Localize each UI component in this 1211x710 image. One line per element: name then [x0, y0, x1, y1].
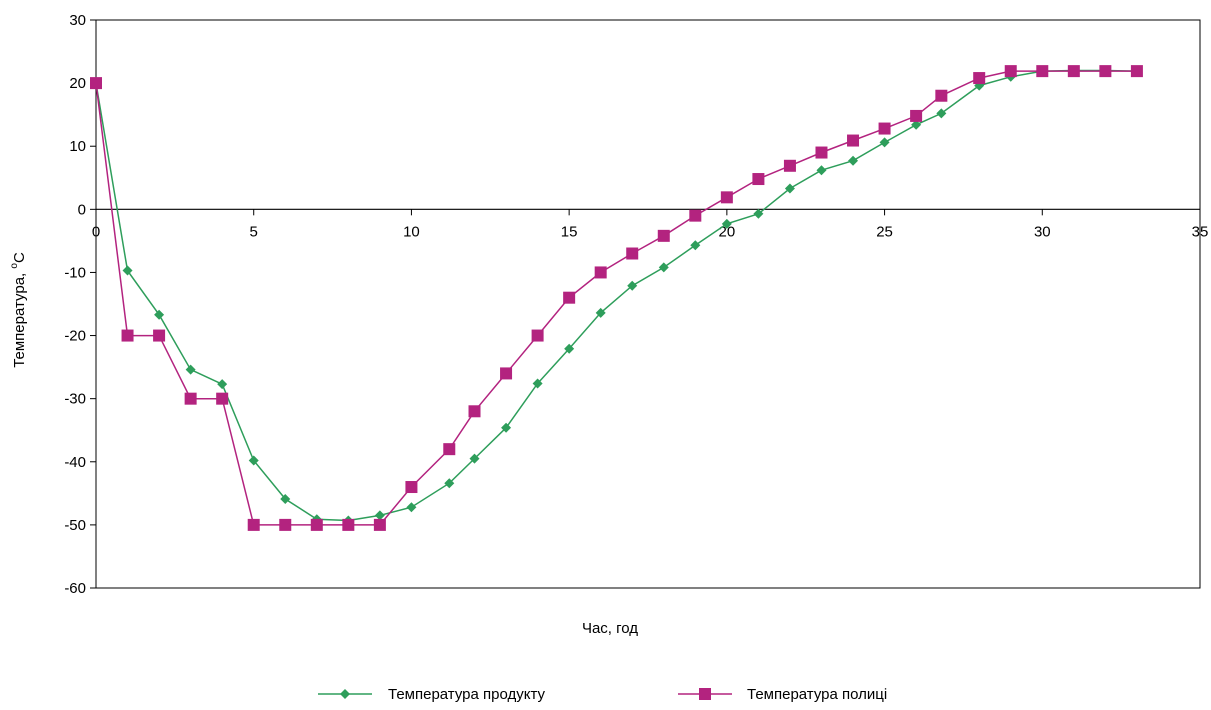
series-1-point	[1130, 65, 1143, 78]
series-1-point	[1067, 65, 1080, 78]
series-1-point	[752, 173, 765, 186]
x-tick-label: 30	[1034, 223, 1051, 240]
y-tick-label: 20	[69, 75, 86, 92]
series-0-point	[658, 262, 669, 273]
series-0-point	[501, 422, 512, 433]
y-axis-title-main: Температура,	[11, 269, 28, 368]
legend-label-product: Температура продукту	[388, 686, 546, 703]
series-1-point	[216, 392, 229, 405]
x-tick-label: 5	[250, 223, 258, 240]
series-0-point	[444, 478, 455, 489]
x-tick-label: 0	[92, 223, 100, 240]
series-1-point	[500, 367, 513, 380]
y-tick-label: 10	[69, 138, 86, 155]
series-1-point	[626, 247, 639, 260]
series-0-point	[784, 183, 795, 194]
series-1-point	[657, 229, 670, 242]
series-1-point	[153, 329, 166, 342]
series-1-point	[342, 518, 355, 531]
y-tick-label: 30	[69, 12, 86, 29]
plot-area	[95, 19, 1201, 589]
series-0-point	[185, 364, 196, 375]
series-0-point	[848, 155, 859, 166]
series-1-point	[815, 146, 828, 159]
y-tick-label: 0	[78, 201, 86, 218]
series-layer	[90, 65, 1143, 531]
series-0-point	[280, 494, 291, 505]
x-axis: 0 5 10 15 20 25 30 35	[92, 209, 1209, 240]
series-1-point	[279, 518, 292, 531]
series-0-point	[816, 165, 827, 176]
y-tick-label: -50	[64, 517, 86, 534]
series-0-point	[122, 265, 133, 276]
series-0-point	[374, 510, 385, 521]
series-1-point	[783, 159, 796, 172]
series-1-point	[973, 72, 986, 85]
x-tick-label: 10	[403, 223, 420, 240]
series-1-point	[121, 329, 134, 342]
series-line-1	[95, 70, 1137, 526]
series-1-point	[310, 518, 323, 531]
series-0-point	[406, 502, 417, 513]
y-tick-label: -30	[64, 391, 86, 408]
legend-diamond-marker	[340, 689, 350, 699]
series-0-point	[469, 453, 480, 464]
series-0-point	[217, 379, 228, 390]
y-tick-label: -10	[64, 264, 86, 281]
series-1-point	[184, 392, 197, 405]
legend-square-marker	[699, 688, 711, 700]
y-axis-title-unit: C	[11, 252, 28, 263]
series-1-point	[563, 291, 576, 304]
x-tick-label: 15	[561, 223, 578, 240]
series-1-point	[405, 481, 418, 494]
series-1-point	[1099, 65, 1112, 78]
series-1-point	[468, 405, 481, 418]
series-1-point	[531, 329, 544, 342]
series-1-point	[935, 89, 948, 102]
legend-item-shelf: Температура полиці	[678, 686, 887, 703]
series-0-point	[879, 137, 890, 148]
series-1-point	[1036, 65, 1049, 78]
series-1-point	[247, 518, 260, 531]
y-tick-label: -40	[64, 454, 86, 471]
series-0-point	[721, 218, 732, 229]
series-0-point	[690, 240, 701, 251]
x-tick-label: 25	[876, 223, 893, 240]
series-line-0	[95, 69, 1137, 522]
x-tick-label: 35	[1192, 223, 1209, 240]
series-0-point	[911, 119, 922, 130]
series-0-point	[936, 108, 947, 119]
series-1-point	[847, 134, 860, 147]
y-axis: -60 -50 -40 -30 -20 -10 0 10 20 30	[64, 12, 96, 597]
legend-label-shelf: Температура полиці	[747, 686, 887, 703]
series-1-point	[443, 443, 456, 456]
series-1-point	[90, 77, 102, 90]
series-0-point	[595, 307, 606, 318]
y-tick-label: -20	[64, 328, 86, 345]
series-0-point	[564, 343, 575, 354]
legend: Температура продукту Температура полиці	[318, 686, 887, 703]
series-1-point	[594, 266, 607, 279]
series-1-point	[720, 191, 733, 204]
series-0-point	[248, 455, 259, 466]
series-0-point	[627, 280, 638, 291]
series-1-point	[373, 518, 386, 531]
x-tick-label: 20	[719, 223, 736, 240]
y-axis-title-degree: o	[9, 263, 20, 269]
series-0-point	[532, 378, 543, 389]
legend-item-product: Температура продукту	[318, 686, 546, 703]
series-1-point	[689, 209, 702, 222]
series-1-point	[878, 122, 891, 135]
series-0-point	[154, 309, 165, 320]
series-1-point	[1004, 65, 1017, 78]
y-tick-label: -60	[64, 580, 86, 597]
series-1-point	[910, 109, 923, 122]
x-axis-title: Час, год	[582, 620, 638, 637]
y-axis-title: Температура, oC	[9, 252, 28, 368]
series-0-point	[753, 208, 764, 219]
